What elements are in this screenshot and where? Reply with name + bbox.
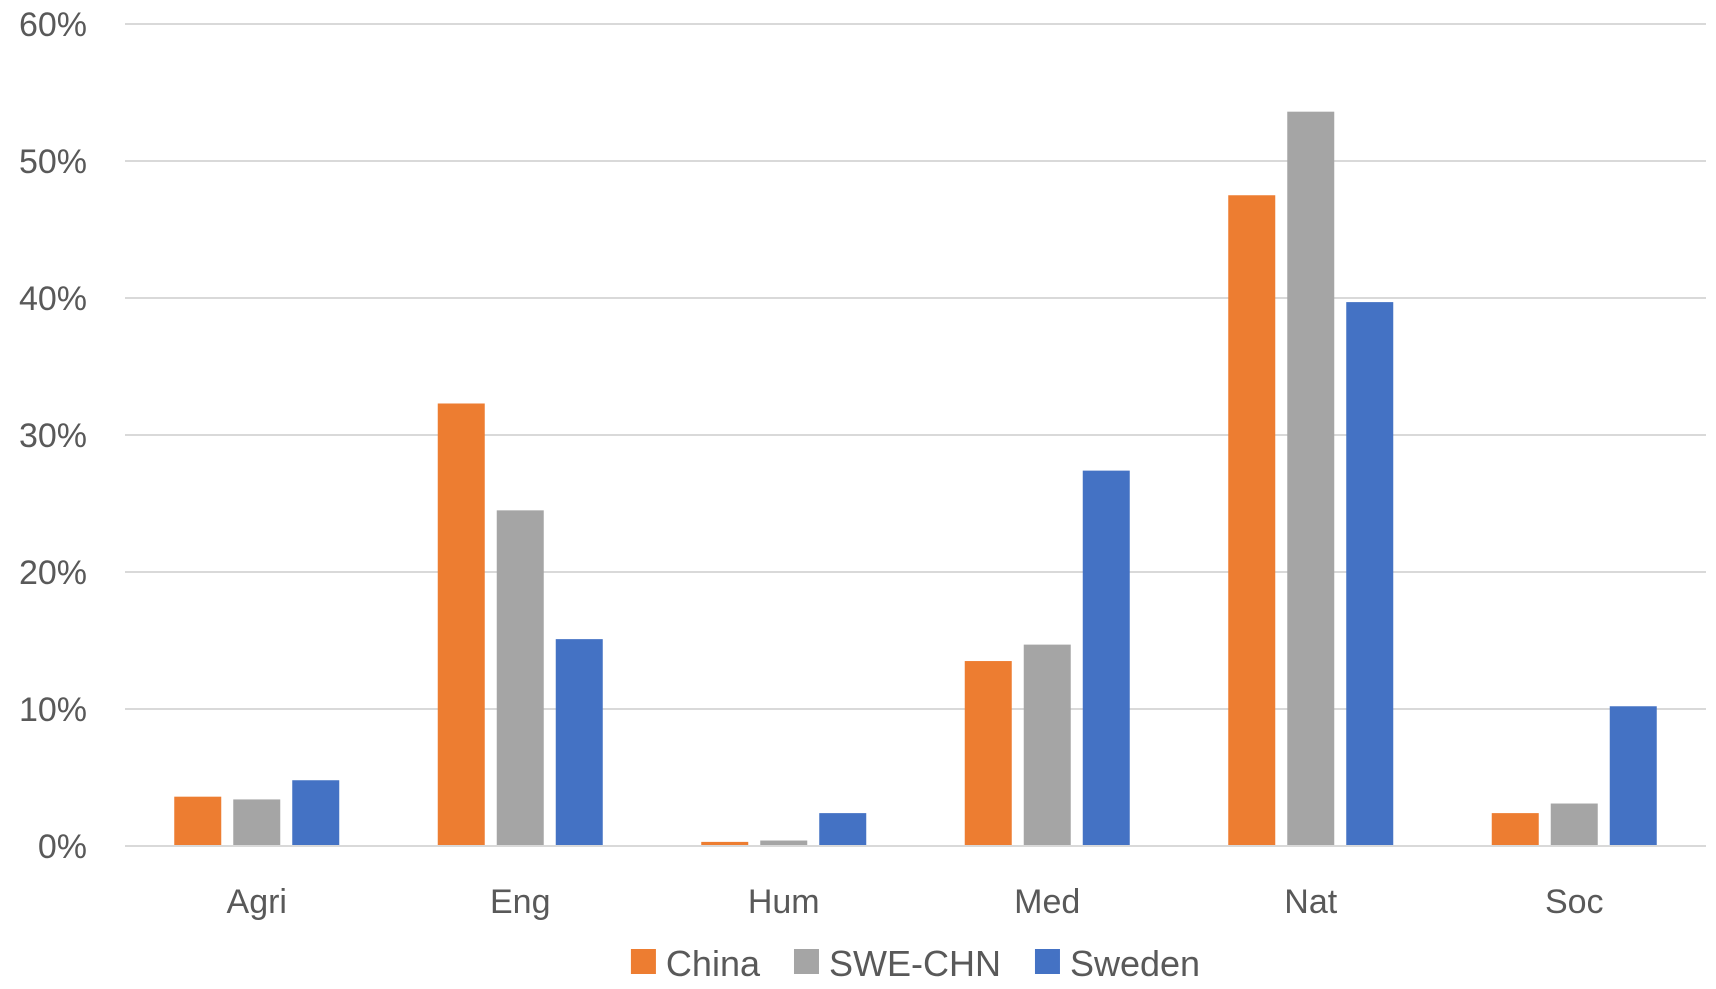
x-axis-tick-labels: Agri Eng Hum Med Nat Soc: [227, 883, 1604, 921]
legend-swatch: [630, 949, 656, 974]
bar-sweden-nat: [1346, 302, 1394, 846]
legend-item-china: China: [630, 943, 761, 984]
bar-swe-chn-agri: [233, 799, 281, 846]
bar-china-nat: [1228, 195, 1276, 846]
y-tick-label: 0%: [38, 828, 87, 866]
bar-sweden-agri: [292, 780, 340, 846]
bar-swe-chn-hum: [760, 840, 808, 846]
y-tick-label: 60%: [19, 6, 87, 44]
bar-sweden-eng: [555, 639, 603, 846]
x-tick-label: Med: [1014, 883, 1080, 921]
legend-label: Sweden: [1070, 943, 1200, 984]
bar-sweden-med: [1082, 470, 1130, 846]
y-tick-label: 40%: [19, 280, 87, 318]
bar-china-soc: [1491, 813, 1539, 846]
bar-sweden-hum: [819, 813, 867, 846]
y-axis-tick-labels: 0% 10% 20% 30% 40% 50% 60%: [19, 6, 87, 866]
bar-china-agri: [174, 796, 222, 846]
legend-label: SWE-CHN: [829, 943, 1001, 984]
legend-label: China: [666, 943, 761, 984]
legend-item-swe-chn: SWE-CHN: [793, 943, 1001, 984]
y-tick-label: 30%: [19, 417, 87, 455]
bar-swe-chn-eng: [496, 510, 544, 846]
bars: [174, 111, 1657, 847]
y-tick-label: 50%: [19, 143, 87, 181]
y-tick-label: 20%: [19, 554, 87, 592]
bar-china-med: [964, 661, 1012, 846]
legend-swatch: [1034, 949, 1060, 974]
x-tick-label: Soc: [1545, 883, 1604, 921]
legend: China SWE-CHN Sweden: [630, 943, 1200, 984]
bar-swe-chn-soc: [1550, 803, 1598, 846]
legend-item-sweden: Sweden: [1034, 943, 1200, 984]
x-tick-label: Nat: [1284, 883, 1337, 921]
x-tick-label: Agri: [227, 883, 287, 921]
y-tick-label: 10%: [19, 691, 87, 729]
x-tick-label: Eng: [490, 883, 551, 921]
bar-sweden-soc: [1609, 706, 1657, 846]
legend-swatch: [793, 949, 819, 974]
bar-china-eng: [437, 403, 485, 846]
bar-china-hum: [701, 841, 749, 846]
gridlines: [125, 23, 1706, 710]
bar-swe-chn-nat: [1287, 111, 1335, 847]
x-tick-label: Hum: [748, 883, 820, 921]
bar-swe-chn-med: [1023, 644, 1071, 846]
